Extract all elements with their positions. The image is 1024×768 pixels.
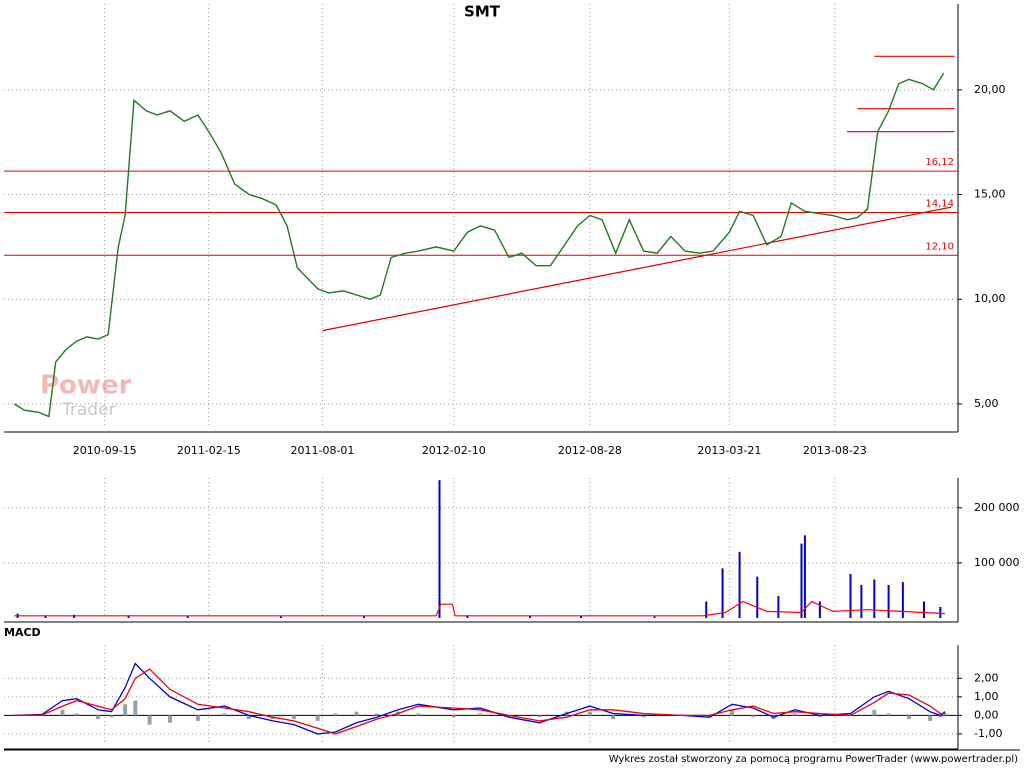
macd-histogram [168, 715, 173, 723]
y-tick-label: 200 000 [974, 501, 1020, 514]
y-tick-label: 2,00 [974, 671, 999, 684]
x-tick-label: 2013-08-23 [803, 444, 867, 457]
macd-histogram [872, 709, 877, 716]
volume-bar [279, 616, 282, 618]
macd-histogram [451, 715, 456, 718]
macd-histogram [478, 713, 483, 716]
volume-bar [362, 615, 365, 618]
macd-histogram [195, 715, 200, 721]
macd-histogram [587, 711, 592, 716]
macd-line [14, 668, 946, 735]
x-tick-label: 2011-02-15 [177, 444, 241, 457]
volume-bar [777, 595, 780, 618]
y-tick-label: 1,00 [974, 690, 999, 703]
y-tick-label: 20,00 [974, 83, 1006, 96]
footer: Wykres został stworzony za pomocą progra… [609, 754, 1018, 765]
volume-bar [818, 601, 821, 618]
x-tick-label: 2013-03-21 [697, 444, 761, 457]
y-tick-label: 0,00 [974, 708, 999, 721]
y-tick-label: 100 000 [974, 556, 1020, 569]
y-tick-label: 15,00 [974, 188, 1006, 201]
macd-histogram [147, 715, 152, 725]
volume-bar [738, 551, 741, 618]
level-label: 14,14 [925, 199, 954, 210]
volume-bar [800, 543, 803, 618]
macd-histogram [907, 715, 912, 720]
macd-histogram [123, 704, 128, 716]
level-label: 16,12 [925, 157, 954, 168]
macd-histogram [641, 715, 646, 718]
macd-histogram [506, 715, 511, 718]
volume-bar [186, 615, 189, 618]
volume-bar [580, 615, 583, 618]
macd-histogram [928, 715, 933, 721]
logo-power: Power [40, 371, 132, 401]
price-line [13, 72, 945, 418]
y-tick-label: -1,00 [974, 727, 1002, 740]
macd-histogram [938, 715, 943, 718]
logo-trader: Trader [61, 400, 116, 420]
y-tick-label: 10,00 [974, 292, 1006, 305]
macd-histogram [943, 713, 948, 716]
macd-histogram [315, 715, 320, 721]
y-tick-label: 5,00 [974, 397, 999, 410]
volume-bar [721, 568, 724, 618]
volume-bar [803, 535, 806, 618]
volume-average [14, 600, 946, 617]
macd-histogram [537, 715, 542, 718]
macd-histogram [291, 715, 296, 720]
macd-histogram [374, 713, 379, 716]
trend-line [322, 206, 952, 332]
macd-histogram [133, 700, 138, 716]
volume-bar [44, 615, 47, 618]
x-tick-label: 2010-09-15 [73, 444, 137, 457]
volume-bar [922, 601, 925, 618]
volume-bar [849, 573, 852, 618]
volume-bar [873, 579, 876, 618]
macd-line [14, 662, 946, 735]
x-tick-label: 2011-08-01 [290, 444, 354, 457]
macd-histogram [886, 713, 891, 716]
volume-bar [438, 480, 441, 618]
macd-histogram [707, 715, 712, 718]
volume-bar [705, 601, 708, 618]
macd-histogram [751, 715, 756, 718]
volume-bar [901, 582, 904, 618]
macd-histogram [848, 713, 853, 716]
macd-histogram [817, 715, 822, 718]
chart-title: SMT [464, 3, 501, 21]
macd-histogram [222, 713, 227, 716]
level-label: 12,10 [925, 241, 954, 252]
volume-bar [653, 616, 656, 618]
volume-bar [756, 576, 759, 618]
macd-histogram [354, 711, 359, 716]
volume-bar [528, 615, 531, 618]
macd-histogram [74, 713, 79, 716]
macd-histogram [333, 713, 338, 716]
volume-bar [466, 615, 469, 618]
x-tick-label: 2012-08-28 [558, 444, 622, 457]
macd-histogram [109, 715, 114, 718]
macd-histogram [95, 715, 100, 720]
macd-histogram [611, 715, 616, 720]
x-tick-label: 2012-02-10 [422, 444, 486, 457]
volume-bar [939, 606, 942, 618]
volume-bar [127, 615, 130, 618]
macd-histogram [60, 709, 65, 716]
volume-bar [887, 584, 890, 618]
macd-histogram [246, 715, 251, 720]
macd-histogram [730, 709, 735, 716]
volume-bar [860, 584, 863, 618]
macd-title: MACD [4, 626, 41, 639]
macd-histogram [792, 713, 797, 716]
macd-histogram [416, 713, 421, 716]
